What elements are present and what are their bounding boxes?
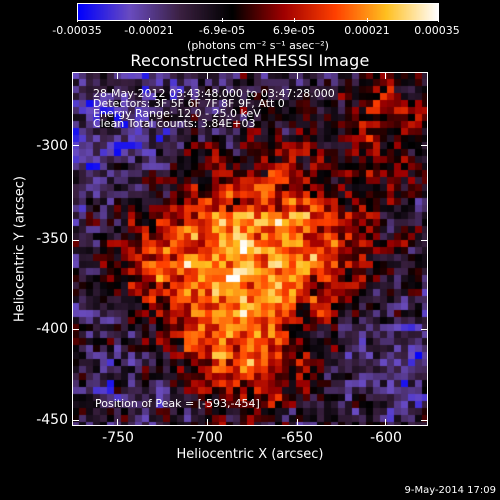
x-tick-label: -650 bbox=[281, 430, 313, 446]
colorbar-units: (photons cm⁻² s⁻¹ asec⁻²) bbox=[187, 39, 329, 52]
x-tick bbox=[297, 419, 298, 426]
peak-position-label: Position of Peak = [-593,-454] bbox=[95, 397, 260, 410]
x-tick-top bbox=[385, 72, 386, 79]
colorbar-label-5: 0.00035 bbox=[414, 24, 460, 37]
colorbar-tick bbox=[438, 18, 439, 22]
colorbar-tick bbox=[77, 18, 78, 22]
x-tick-top bbox=[297, 72, 298, 79]
info-clean-counts: Clean Total counts: 3.84E+03 bbox=[93, 117, 256, 130]
y-tick bbox=[72, 420, 79, 421]
y-tick-right bbox=[421, 420, 428, 421]
colorbar-tick bbox=[149, 18, 150, 22]
colorbar-label-1: -0.00021 bbox=[124, 24, 174, 37]
y-tick bbox=[72, 240, 79, 241]
y-axis-title: Heliocentric Y (arcsec) bbox=[12, 176, 28, 322]
info-time-range: 28-May-2012 03:43:48.000 to 03:47:28.000 bbox=[93, 87, 335, 100]
info-detectors: Detectors: 3F 5F 6F 7F 8F 9F, Att 0 bbox=[93, 97, 285, 110]
y-tick-right bbox=[421, 240, 428, 241]
x-tick bbox=[207, 419, 208, 426]
y-tick-label: -350 bbox=[36, 231, 68, 247]
y-tick bbox=[72, 145, 79, 146]
colorbar-label-2: -6.9e-05 bbox=[198, 24, 246, 37]
colorbar-label-3: 6.9e-05 bbox=[272, 24, 316, 37]
x-tick-label: -600 bbox=[370, 430, 402, 446]
y-tick-label: -300 bbox=[36, 138, 68, 154]
x-tick-top bbox=[117, 72, 118, 79]
colorbar-tick bbox=[222, 18, 223, 22]
colorbar-tick bbox=[367, 18, 368, 22]
x-tick-label: -700 bbox=[191, 430, 223, 446]
y-tick-right bbox=[421, 145, 428, 146]
x-tick bbox=[385, 419, 386, 426]
colorbar-label-4: 0.00021 bbox=[344, 24, 390, 37]
y-tick-label: -450 bbox=[36, 412, 68, 428]
y-tick bbox=[72, 329, 79, 330]
y-tick-label: -400 bbox=[36, 321, 68, 337]
plot-timestamp: 9-May-2014 17:09 bbox=[404, 485, 496, 496]
colorbar-tick bbox=[294, 18, 295, 22]
info-energy-range: Energy Range: 12.0 - 25.0 keV bbox=[93, 107, 261, 120]
colorbar-label-0: -0.00035 bbox=[52, 24, 102, 37]
y-tick-right bbox=[421, 329, 428, 330]
x-tick-label: -750 bbox=[102, 430, 134, 446]
x-axis-title: Heliocentric X (arcsec) bbox=[176, 447, 324, 462]
plot-title: Reconstructed RHESSI Image bbox=[130, 51, 370, 70]
rhessi-image-map bbox=[72, 72, 428, 426]
x-tick bbox=[117, 419, 118, 426]
image-plot-area bbox=[72, 72, 428, 426]
colorbar bbox=[77, 3, 439, 21]
x-tick-top bbox=[207, 72, 208, 79]
colorbar-gradient bbox=[78, 4, 438, 20]
